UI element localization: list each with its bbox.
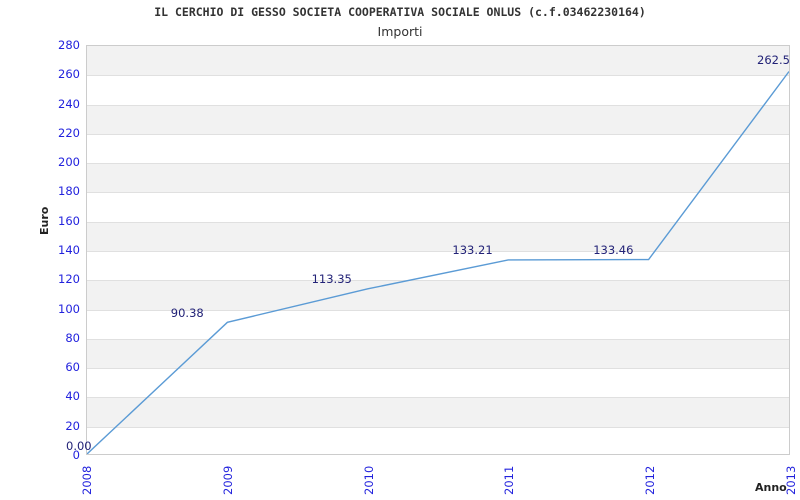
gridline bbox=[87, 134, 789, 135]
y-axis-tick-label: 280 bbox=[58, 38, 80, 52]
chart-title: IL CERCHIO DI GESSO SOCIETA COOPERATIVA … bbox=[154, 5, 646, 19]
y-axis-tick-label: 40 bbox=[65, 389, 80, 404]
series-line-importi bbox=[87, 46, 789, 454]
gridline bbox=[87, 368, 789, 369]
y-axis-tick-label: 120 bbox=[58, 272, 80, 287]
y-axis-tick-label: 220 bbox=[58, 125, 80, 140]
x-axis-title: Anno bbox=[755, 481, 787, 494]
data-point-label: 0.00 bbox=[66, 439, 92, 453]
data-point-label: 90.38 bbox=[170, 305, 204, 320]
gridline bbox=[87, 339, 789, 340]
y-axis-ticks: 0 20 40 60 80 100 120 140 160 180 200 220 240 260 280 bbox=[8, 0, 80, 500]
x-axis-tick-label: 2012 bbox=[643, 465, 658, 495]
background-band bbox=[87, 104, 789, 134]
gridline bbox=[87, 75, 789, 76]
y-axis-tick-label: 260 bbox=[58, 67, 80, 82]
y-axis-tick-label: 200 bbox=[58, 155, 80, 170]
data-point-label: 113.35 bbox=[311, 272, 352, 287]
y-axis-tick-label: 80 bbox=[65, 330, 80, 345]
y-axis-tick-label: 140 bbox=[58, 243, 80, 257]
gridline bbox=[87, 310, 789, 311]
background-band bbox=[87, 46, 789, 76]
x-axis-tick-label: 2008 bbox=[80, 465, 94, 495]
gridline bbox=[87, 163, 789, 164]
gridline bbox=[87, 280, 789, 281]
background-band bbox=[87, 280, 789, 310]
gridline bbox=[87, 397, 789, 398]
y-axis-tick-label: 0 bbox=[72, 448, 80, 462]
y-axis-title: Euro bbox=[38, 206, 51, 235]
gridline bbox=[87, 251, 789, 252]
background-band bbox=[87, 221, 789, 251]
gridline bbox=[87, 427, 789, 428]
data-point-label: 133.21 bbox=[452, 242, 493, 257]
y-axis-tick-label: 240 bbox=[58, 96, 80, 111]
background-band bbox=[87, 163, 789, 193]
gridline bbox=[87, 222, 789, 223]
y-axis-tick-label: 100 bbox=[58, 301, 80, 316]
gridline bbox=[87, 192, 789, 193]
x-axis-tick-label: 2009 bbox=[220, 465, 235, 495]
background-band bbox=[87, 397, 789, 427]
y-axis-tick-label: 60 bbox=[65, 360, 80, 375]
x-axis-tick-label: 2011 bbox=[502, 465, 517, 495]
data-point-label: 133.46 bbox=[593, 242, 634, 257]
y-axis-tick-label: 20 bbox=[65, 418, 80, 433]
chart-subtitle: Importi bbox=[377, 24, 423, 39]
gridline bbox=[87, 105, 789, 106]
x-axis-tick-label: 2010 bbox=[361, 465, 376, 495]
plot-area bbox=[86, 45, 790, 455]
y-axis-tick-label: 160 bbox=[58, 213, 80, 228]
y-axis-tick-label: 180 bbox=[58, 184, 80, 199]
data-point-label: 262.5 bbox=[757, 52, 790, 67]
